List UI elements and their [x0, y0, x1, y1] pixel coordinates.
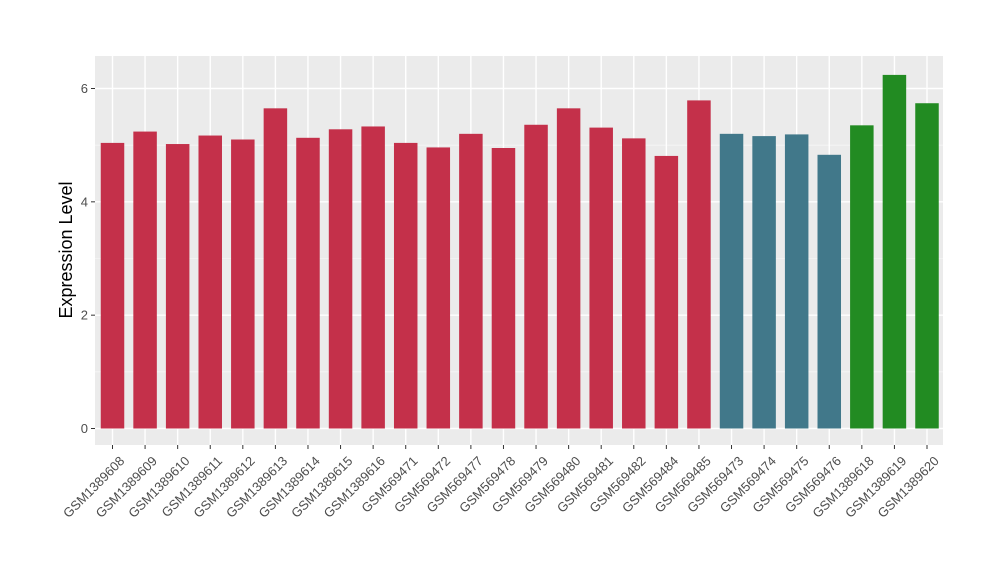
- bar-GSM569482: [622, 138, 646, 429]
- bar-GSM1389618: [850, 125, 874, 429]
- bar-GSM1389615: [328, 129, 353, 429]
- bar-GSM569478: [491, 148, 516, 429]
- y-tick-label: 4: [81, 194, 88, 209]
- bar-GSM1389616: [361, 126, 385, 429]
- bar-GSM569479: [524, 124, 548, 429]
- bar-GSM569476: [817, 154, 842, 429]
- y-tick-label: 0: [81, 421, 88, 436]
- bar-GSM1389609: [133, 131, 157, 429]
- bar-GSM569471: [393, 142, 418, 429]
- bar-GSM569472: [426, 147, 451, 429]
- plot-panel: [95, 56, 943, 445]
- bar-GSM569477: [459, 133, 483, 429]
- bar-GSM569481: [589, 127, 613, 429]
- y-tick-label: 2: [81, 308, 88, 323]
- x-axis: GSM1389608GSM1389609GSM1389610GSM1389611…: [60, 445, 942, 521]
- bar-GSM1389612: [231, 139, 255, 429]
- bar-GSM1389610: [165, 144, 190, 429]
- y-axis: 0 2 4 6: [81, 81, 95, 436]
- bar-GSM569474: [752, 136, 776, 429]
- bar-GSM1389611: [198, 135, 222, 429]
- bar-GSM569473: [719, 133, 744, 429]
- bar-GSM1389619: [882, 74, 907, 429]
- bar-GSM569485: [687, 100, 711, 429]
- bar-GSM1389620: [915, 103, 939, 429]
- bar-GSM569480: [556, 108, 581, 429]
- bar-GSM1389613: [263, 108, 288, 429]
- y-tick-label: 6: [81, 81, 88, 96]
- bar-GSM569475: [784, 134, 809, 429]
- y-axis-title: Expression Level: [56, 181, 76, 318]
- bar-GSM1389608: [100, 142, 125, 429]
- bar-GSM569484: [654, 155, 679, 429]
- bar-GSM1389614: [296, 137, 320, 429]
- bars: [100, 74, 939, 429]
